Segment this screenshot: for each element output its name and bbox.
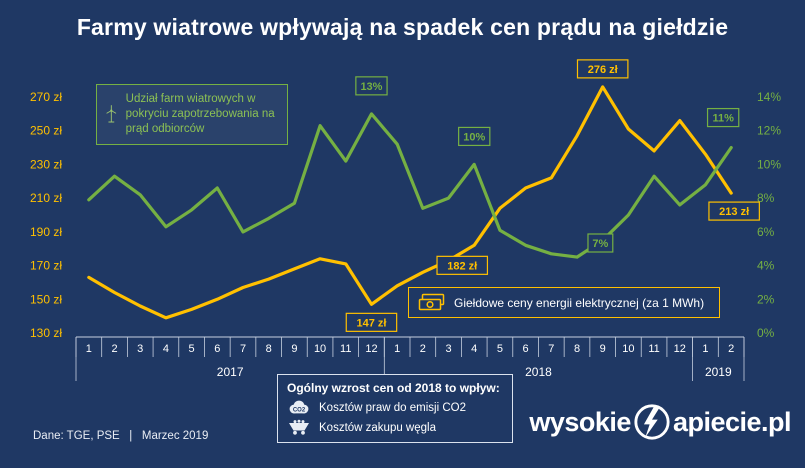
- left-axis-tick-label: 190 zł: [30, 225, 62, 239]
- info-box-item-coal: Kosztów zakupu węgla: [287, 419, 503, 436]
- month-label: 6: [523, 343, 529, 355]
- price-line: [87, 85, 733, 320]
- annotation-box: [355, 76, 388, 96]
- annotation-box: [587, 233, 614, 253]
- month-label: 4: [163, 343, 169, 355]
- annotation-label: 10%: [463, 131, 485, 143]
- annotation-label: 13%: [360, 81, 382, 93]
- right-axis-tick-label: 2%: [757, 292, 775, 306]
- month-label: 10: [314, 343, 326, 355]
- annotation-label: 182 zł: [447, 260, 477, 272]
- month-label: 1: [86, 343, 92, 355]
- banknote-icon: [418, 293, 445, 311]
- month-label: 7: [240, 343, 246, 355]
- month-label: 9: [291, 343, 297, 355]
- annotation-label: 7%: [592, 238, 608, 250]
- annotation-label: 276 zł: [588, 64, 618, 76]
- month-label: 8: [574, 343, 580, 355]
- info-box-title: Ogólny wzrost cen od 2018 to wpływ:: [287, 381, 500, 395]
- annotation-box: [345, 312, 398, 332]
- year-label: 2017: [217, 365, 244, 379]
- left-axis-tick-label: 130 zł: [30, 326, 62, 340]
- price-legend: Giełdowe ceny energii elektrycznej (za 1…: [408, 287, 720, 318]
- month-label: 9: [600, 343, 606, 355]
- annotation-label: 147 zł: [356, 317, 386, 329]
- logo-suffix: apiecie.pl: [672, 406, 792, 437]
- info-box-item-co2: CO2 Kosztów praw do emisji CO2: [287, 399, 503, 416]
- left-axis-tick-label: 270 zł: [30, 90, 62, 104]
- month-label: 1: [394, 343, 400, 355]
- month-label: 12: [674, 343, 686, 355]
- annotation-box: [576, 59, 629, 79]
- month-label: 11: [340, 343, 351, 355]
- annotation-box: [436, 255, 489, 275]
- co2-cloud-icon: CO2: [289, 400, 309, 414]
- month-label: 2: [728, 343, 734, 355]
- right-axis-tick-label: 12%: [757, 124, 781, 138]
- data-source-note: Dane: TGE, PSE | Marzec 2019: [33, 430, 209, 442]
- left-axis-tick-label: 150 zł: [30, 292, 62, 306]
- wind-line: [87, 112, 733, 259]
- month-label: 5: [189, 343, 195, 355]
- month-label: 3: [445, 343, 451, 355]
- left-axis-tick-label: 170 zł: [30, 259, 62, 273]
- month-label: 3: [137, 343, 143, 355]
- price-increase-info-box: Ogólny wzrost cen od 2018 to wpływ: CO2 …: [277, 374, 513, 443]
- month-label: 2: [420, 343, 426, 355]
- left-axis-tick-label: 210 zł: [30, 191, 62, 205]
- wind-legend-label: Udział farm wiatrowych w pokryciu zapotr…: [125, 93, 275, 135]
- wind-turbine-icon: [106, 105, 117, 123]
- annotation-box: [458, 126, 491, 147]
- month-label: 11: [648, 343, 659, 355]
- month-label: 2: [111, 343, 117, 355]
- wind-share-legend: Udział farm wiatrowych w pokryciu zapotr…: [96, 84, 288, 145]
- month-label: 8: [266, 343, 272, 355]
- info-box-item-label: Kosztów praw do emisji CO2: [319, 401, 466, 414]
- annotation-label: 213 zł: [719, 206, 749, 218]
- right-axis-tick-label: 6%: [757, 225, 775, 239]
- price-legend-label: Giełdowe ceny energii elektrycznej (za 1…: [454, 295, 705, 310]
- coal-wagon-icon: [289, 419, 309, 435]
- right-axis-tick-label: 14%: [757, 90, 781, 104]
- month-label: 7: [548, 343, 554, 355]
- site-logo: wysokie apiecie.pl: [529, 403, 792, 441]
- right-axis-tick-label: 8%: [757, 191, 775, 205]
- left-axis-tick-label: 230 zł: [30, 157, 62, 171]
- annotation-label: 11%: [712, 113, 734, 125]
- lightning-bolt-icon: [634, 404, 670, 440]
- month-label: 12: [365, 343, 377, 355]
- month-label: 4: [471, 343, 477, 355]
- svg-text:CO2: CO2: [293, 407, 306, 413]
- month-label: 1: [702, 343, 708, 355]
- month-label: 6: [214, 343, 220, 355]
- month-label: 5: [497, 343, 503, 355]
- month-label: 10: [622, 343, 634, 355]
- logo-prefix: wysokie: [529, 406, 631, 437]
- page-title: Farmy wiatrowe wpływają na spadek cen pr…: [76, 14, 729, 40]
- year-label: 2018: [525, 365, 552, 379]
- annotation-box: [706, 107, 740, 128]
- right-axis-tick-label: 4%: [757, 259, 775, 273]
- year-label: 2019: [705, 365, 732, 379]
- right-axis-tick-label: 10%: [757, 157, 781, 171]
- left-axis-tick-label: 250 zł: [30, 124, 62, 138]
- annotation-box: [708, 201, 760, 221]
- right-axis-tick-label: 0%: [757, 326, 775, 340]
- info-box-item-label: Kosztów zakupu węgla: [319, 421, 436, 434]
